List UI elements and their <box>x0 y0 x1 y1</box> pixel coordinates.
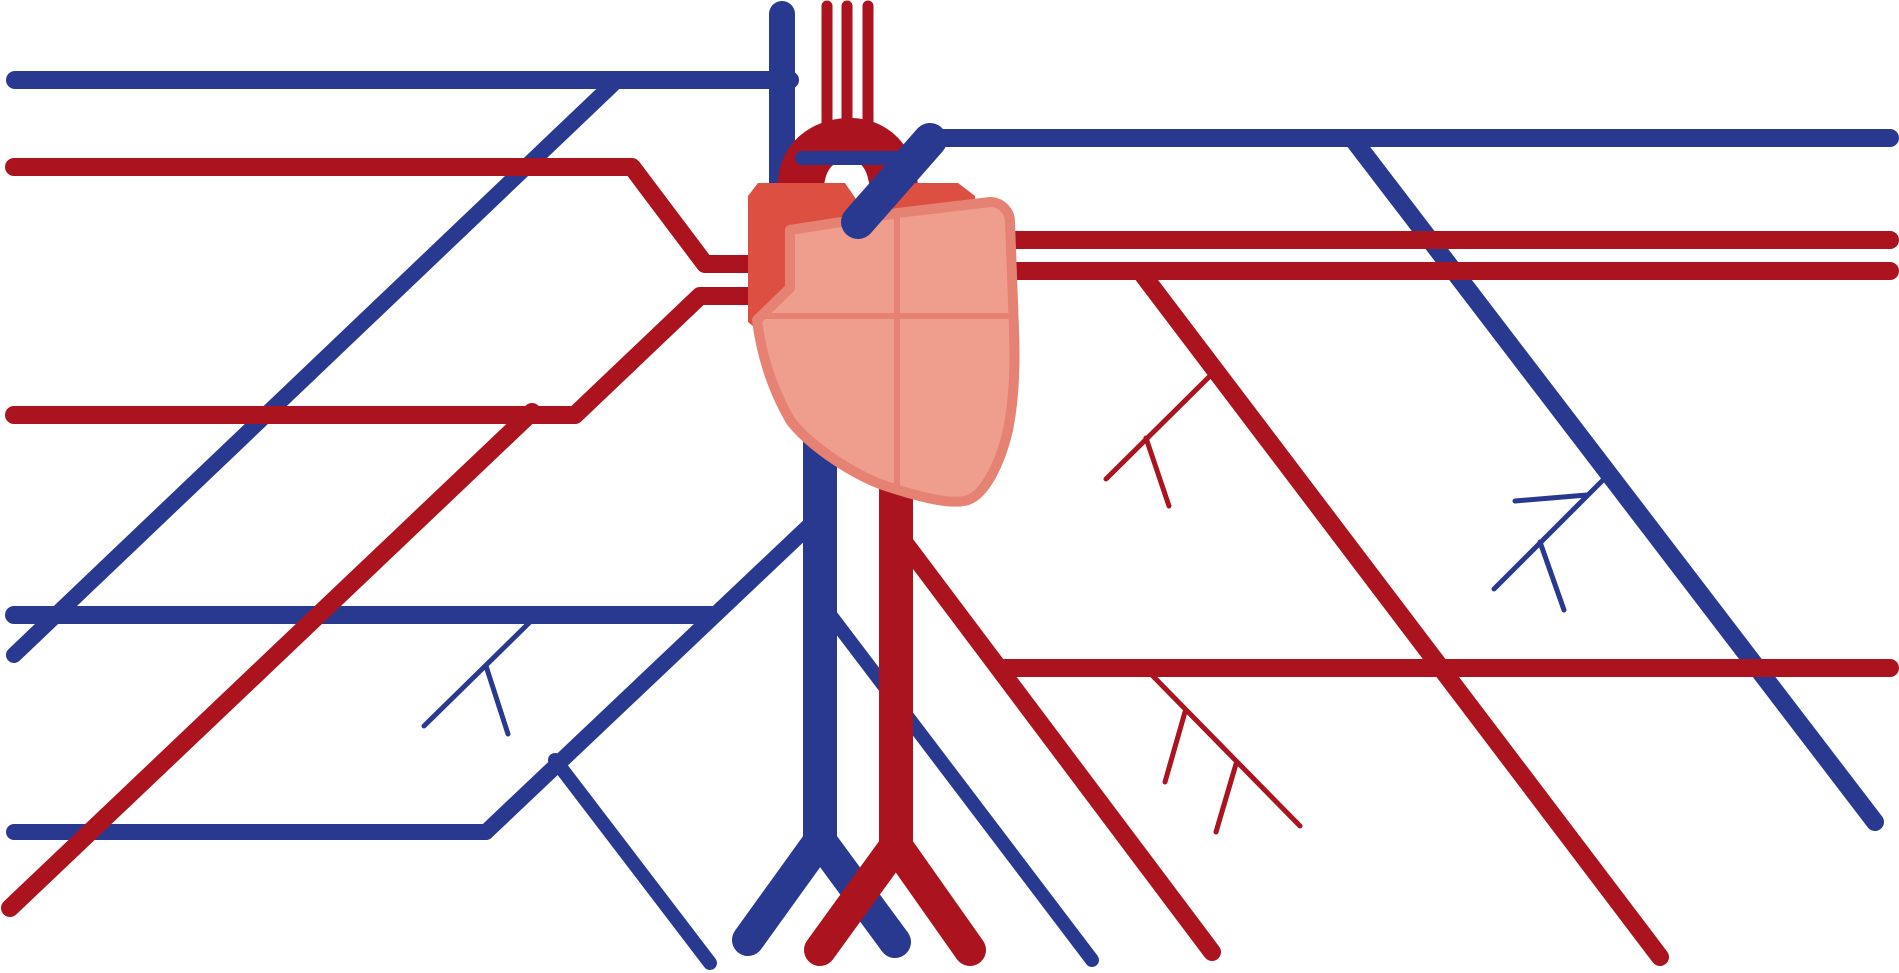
vein-lower-right-branch <box>821 605 1099 967</box>
vein-network <box>5 1 1899 970</box>
ventricles <box>752 197 1020 507</box>
vein-inferior-fork-left <box>732 824 836 956</box>
vein-left-lower-diagonal <box>478 517 818 840</box>
artery-descending-diagonal <box>886 521 1221 961</box>
artery-left-long-diagonal <box>1 403 541 917</box>
vein-capillary-left-twig <box>483 663 511 737</box>
vein-lower-left-branch <box>548 753 717 970</box>
vein-capillary-right-spur <box>1512 492 1590 504</box>
artery-right-long-diagonal <box>1131 262 1669 966</box>
vein-capillary-left <box>421 619 533 729</box>
heart <box>748 118 1020 507</box>
artery-capillary-lower-twig-2 <box>1213 761 1239 835</box>
artery-capillary-lower-twig-1 <box>1162 709 1188 785</box>
artery-capillary-lower <box>1142 665 1303 829</box>
vein-right-long-diagonal <box>1343 129 1884 831</box>
pulmonary-vein-hook-arm <box>921 129 954 149</box>
vein-top-left-diagonal <box>6 77 620 663</box>
artery-left-mid-elbow <box>5 287 761 424</box>
artery-left-top-elbow <box>5 158 761 273</box>
artery-capillary-upper-twig <box>1143 435 1172 509</box>
vein-capillary-right-twig <box>1537 539 1567 613</box>
artery-descending-fork-left <box>804 829 912 966</box>
artery-descending-fork-right <box>880 829 986 966</box>
artery-capillary-upper <box>1103 371 1215 482</box>
